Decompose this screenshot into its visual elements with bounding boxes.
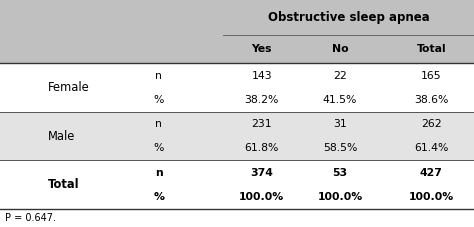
Bar xyxy=(0,63,474,112)
Text: 61.4%: 61.4% xyxy=(414,143,448,153)
Text: Obstructive sleep apnea: Obstructive sleep apnea xyxy=(267,11,429,24)
Text: Male: Male xyxy=(47,130,75,143)
Text: %: % xyxy=(153,192,164,202)
Text: Total: Total xyxy=(417,44,446,54)
Text: 31: 31 xyxy=(333,119,347,129)
Text: %: % xyxy=(154,143,164,153)
Text: 58.5%: 58.5% xyxy=(323,143,357,153)
Text: Yes: Yes xyxy=(252,44,272,54)
Text: 165: 165 xyxy=(421,71,442,81)
Text: n: n xyxy=(155,119,162,129)
Bar xyxy=(0,160,474,209)
Text: 38.2%: 38.2% xyxy=(245,95,279,105)
Text: 41.5%: 41.5% xyxy=(323,95,357,105)
Text: No: No xyxy=(332,44,348,54)
Bar xyxy=(0,0,474,63)
Text: 143: 143 xyxy=(252,71,272,81)
Text: 22: 22 xyxy=(333,71,347,81)
Text: 374: 374 xyxy=(250,168,273,178)
Text: Female: Female xyxy=(47,81,89,94)
Text: 100.0%: 100.0% xyxy=(239,192,284,202)
Text: 427: 427 xyxy=(420,168,443,178)
Text: %: % xyxy=(154,95,164,105)
Text: 100.0%: 100.0% xyxy=(409,192,454,202)
Text: 38.6%: 38.6% xyxy=(414,95,448,105)
Text: n: n xyxy=(155,71,162,81)
Text: Total: Total xyxy=(47,178,79,191)
Text: n: n xyxy=(155,168,163,178)
Bar xyxy=(0,112,474,160)
Text: 100.0%: 100.0% xyxy=(318,192,363,202)
Text: 61.8%: 61.8% xyxy=(245,143,279,153)
Text: 231: 231 xyxy=(252,119,272,129)
Text: 262: 262 xyxy=(421,119,442,129)
Text: P = 0.647.: P = 0.647. xyxy=(5,213,56,223)
Text: 53: 53 xyxy=(333,168,347,178)
